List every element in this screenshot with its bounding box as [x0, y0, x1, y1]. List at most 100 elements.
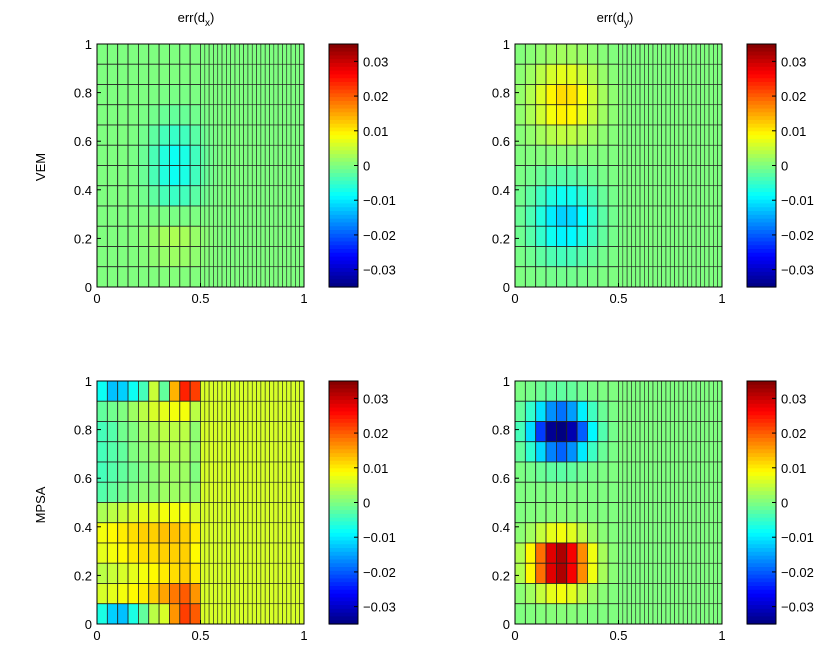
heatmap-cell-fine	[277, 84, 283, 106]
heatmap-cell-coarse	[117, 225, 129, 247]
heatmap-cell-fine	[286, 246, 292, 268]
heatmap-cell-fine	[657, 481, 662, 503]
heatmap-cell-coarse	[566, 104, 578, 126]
heatmap-cell-fine	[717, 421, 723, 443]
heatmap-cell-fine	[286, 266, 292, 288]
heatmap-cell-fine	[251, 205, 257, 227]
heatmap-cell-fine	[282, 104, 288, 126]
heatmap-cell-coarse	[117, 205, 129, 227]
heatmap-cell-coarse	[137, 43, 150, 65]
y-tick-label: 1	[85, 37, 92, 52]
heatmap-cell-fine	[674, 225, 680, 247]
heatmap-cell-fine	[678, 205, 684, 227]
heatmap-cell-coarse	[158, 542, 170, 564]
heatmap-cell-fine	[644, 205, 649, 227]
heatmap-cell-fine	[260, 522, 266, 544]
heatmap-cell-fine	[626, 481, 632, 503]
heatmap-cell-coarse	[556, 542, 568, 564]
heatmap-cell-fine	[648, 225, 654, 247]
heatmap-cell-fine	[290, 481, 296, 503]
heatmap-cell-fine	[273, 583, 279, 605]
colorbar-step	[747, 195, 776, 201]
heatmap-cell-fine	[661, 266, 667, 288]
colorbar-step	[329, 460, 358, 466]
heatmap-cell-coarse	[158, 603, 170, 625]
colorbar-step	[329, 426, 358, 431]
heatmap-cell-coarse	[545, 421, 557, 443]
heatmap-mpsa-dy: 0 0.5 100.20.40.60.810.030.020.010−0.01−0.…	[492, 374, 814, 643]
heatmap-cell-fine	[622, 165, 628, 187]
heatmap-cell-fine	[226, 246, 231, 268]
heatmap-cell-fine	[282, 542, 288, 564]
colorbar-step	[329, 59, 358, 64]
heatmap-cell-coarse	[169, 441, 181, 463]
heatmap-cell-fine	[217, 185, 223, 207]
heatmap-cell-fine	[295, 84, 300, 106]
colorbar-step	[747, 47, 776, 53]
heatmap-cell-fine	[691, 441, 697, 463]
colorbar-tick-label: 0.03	[781, 54, 806, 69]
heatmap-cell-fine	[269, 43, 275, 65]
heatmap-cell-fine	[204, 84, 210, 106]
heatmap-cell-fine	[282, 63, 288, 85]
heatmap-cell-fine	[273, 185, 279, 207]
colorbar: 0.030.020.010−0.01−0.02−0.03	[328, 380, 396, 625]
heatmap-cell-fine	[622, 84, 628, 106]
heatmap-cell-fine	[217, 205, 223, 227]
heatmap-cell-fine	[251, 63, 257, 85]
heatmap-cell-coarse	[597, 522, 609, 544]
heatmap-cell-fine	[626, 43, 632, 65]
colorbar-step	[747, 214, 776, 220]
heatmap-cell-coarse	[524, 400, 537, 422]
heatmap-cell-fine	[704, 542, 710, 564]
colorbar-step	[747, 445, 776, 450]
y-tick-label: 0	[503, 280, 510, 295]
heatmap-cell-fine	[200, 421, 206, 443]
heatmap-cell-fine	[644, 124, 649, 146]
colorbar-step	[747, 589, 776, 595]
colorbar-step	[747, 211, 776, 216]
heatmap-cell-fine	[618, 461, 624, 483]
heatmap-cell-fine	[713, 205, 718, 227]
heatmap-cell-fine	[678, 246, 684, 268]
heatmap-cell-fine	[695, 542, 701, 564]
heatmap-cell-fine	[264, 225, 270, 247]
heatmap-cell-fine	[661, 225, 667, 247]
heatmap-cell-fine	[251, 522, 257, 544]
heatmap-cell-fine	[665, 542, 671, 564]
heatmap-cell-coarse	[117, 603, 129, 625]
x-tick-label: 1	[718, 628, 725, 643]
heatmap-cell-fine	[678, 583, 684, 605]
colorbar-step	[747, 582, 776, 587]
heatmap-cell-coarse	[556, 63, 568, 85]
heatmap-cell-fine	[674, 481, 680, 503]
heatmap-cell-fine	[273, 441, 279, 463]
heatmap-cell-fine	[200, 380, 206, 402]
heatmap-cell-fine	[626, 441, 632, 463]
heatmap-vem-dy: 0 0.5 100.20.40.60.810.030.020.010−0.01−0.…	[492, 37, 814, 306]
colorbar-step	[747, 260, 776, 265]
heatmap-cell-fine	[687, 603, 693, 625]
heatmap-cell-fine	[626, 104, 632, 126]
colorbar-step	[747, 532, 776, 538]
heatmap-cell-fine	[290, 144, 296, 166]
heatmap-cell-fine	[665, 380, 671, 402]
heatmap-cell-fine	[639, 522, 645, 544]
heatmap-cell-fine	[661, 124, 667, 146]
colorbar-step	[329, 601, 358, 606]
heatmap-cell-fine	[618, 165, 624, 187]
heatmap-cell-fine	[204, 43, 210, 65]
heatmap-cell-coarse	[576, 522, 588, 544]
heatmap-cell-fine	[234, 461, 240, 483]
heatmap-cell-fine	[657, 421, 662, 443]
heatmap-cell-fine	[644, 84, 649, 106]
heatmap-cell-fine	[708, 461, 714, 483]
heatmap-cell-fine	[648, 441, 654, 463]
heatmap-cell-fine	[295, 144, 300, 166]
heatmap-cell-fine	[648, 380, 654, 402]
heatmap-cell-fine	[622, 63, 628, 85]
heatmap-cell-fine	[665, 266, 671, 288]
heatmap-cell-fine	[648, 461, 654, 483]
heatmap-cell-fine	[282, 603, 288, 625]
colorbar-step	[747, 616, 776, 621]
